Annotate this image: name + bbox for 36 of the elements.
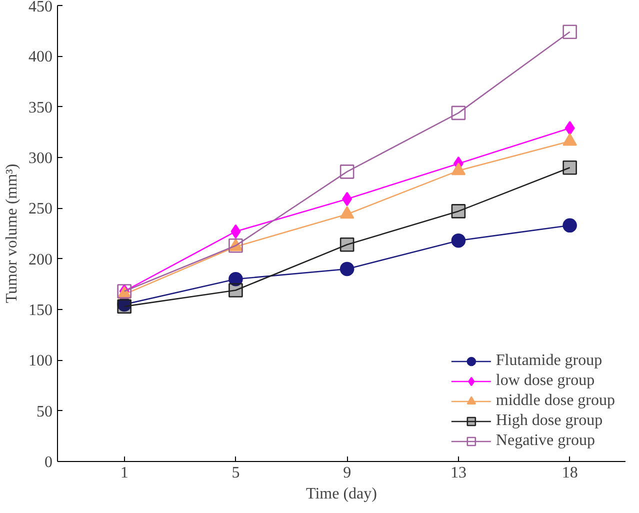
y-tick-label: 250 [28, 200, 52, 218]
y-tick-label: 450 [28, 0, 52, 16]
y-tick-label: 400 [28, 48, 52, 66]
x-tick-label: 13 [450, 464, 466, 482]
y-tick-label: 50 [36, 403, 52, 420]
point [451, 106, 466, 120]
point [451, 204, 466, 218]
point [451, 233, 466, 248]
y-tick-label: 150 [28, 302, 52, 319]
legend-label: low dose group [496, 372, 595, 390]
legend-label: Flutamide group [496, 352, 602, 370]
legend-label: Negative group [496, 432, 595, 450]
x-tick-label: 18 [562, 464, 578, 482]
y-tick-label: 0 [44, 454, 52, 471]
x-tick-label: 1 [120, 464, 128, 482]
point [342, 192, 352, 206]
x-tick-label: 5 [232, 464, 240, 482]
y-axis-title: Tumor volume (mm³) [4, 164, 20, 304]
point [562, 24, 577, 39]
point [564, 120, 575, 136]
point [340, 237, 354, 252]
point [340, 164, 354, 179]
point [562, 218, 577, 233]
y-tick-label: 350 [28, 99, 52, 116]
legend-label: middle dose group [496, 392, 615, 410]
y-tick-label: 100 [28, 352, 52, 370]
point [340, 262, 354, 276]
legend-label: High dose group [496, 412, 603, 430]
point [228, 272, 243, 286]
point [228, 283, 243, 298]
x-tick-label: 9 [343, 464, 352, 482]
point [562, 160, 577, 175]
y-tick-label: 200 [28, 251, 52, 268]
y-tick-label: 300 [28, 150, 52, 167]
point [230, 224, 241, 239]
x-axis-title: Time (day) [306, 486, 377, 502]
